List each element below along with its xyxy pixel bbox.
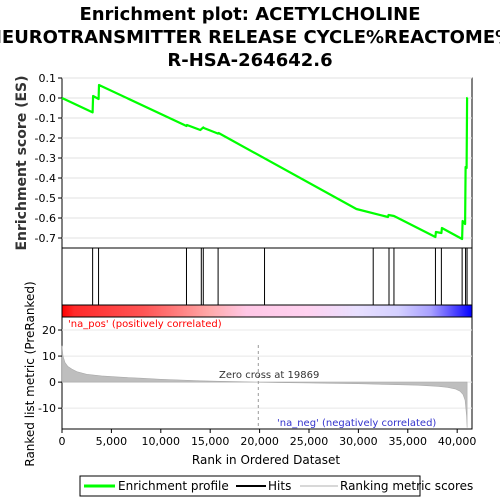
metric-panel-frame [61, 316, 473, 430]
hit-marks [92, 248, 468, 305]
x-tick-label: 0 [59, 435, 66, 448]
x-tick-label: 5,000 [96, 435, 128, 448]
chart-title: Enrichment plot: ACETYLCHOLINE NEUROTRAN… [0, 4, 500, 71]
es-tick-label: -0.3 [35, 152, 56, 165]
zero-cross-label: Zero cross at 19869 [219, 370, 319, 381]
enrichment-profile-line [61, 83, 469, 241]
es-tick-label: -0.4 [35, 172, 56, 185]
metric-x-ticks: 0 5,000 10,000 15,000 20,000 25,000 30,000 35,0… [59, 429, 477, 448]
legend-hits-label: Hits [268, 479, 291, 493]
es-tick-label: -0.6 [35, 212, 56, 225]
metric-tick-label: -10 [38, 402, 56, 415]
title-line-1: Enrichment plot: ACETYLCHOLINE [79, 4, 420, 25]
legend-metric-label: Ranking metric scores [340, 479, 473, 493]
es-tick-label: -0.1 [35, 112, 56, 125]
es-panel: 0.1 0.0 -0.1 -0.2 -0.3 -0.4 -0.5 -0.6 -0.7 Enric… [14, 72, 473, 251]
metric-axis-label: Ranked list metric (PreRanked) [23, 281, 37, 466]
legend: Enrichment profile Hits Ranking metric s… [79, 475, 473, 497]
metric-tick-label: 0 [49, 376, 56, 389]
hits-panel [61, 247, 473, 306]
hits-panel-frame [61, 247, 473, 306]
x-tick-label: 30,000 [339, 435, 378, 448]
es-tick-label: -0.2 [35, 132, 56, 145]
x-tick-label: 40,000 [438, 435, 477, 448]
es-tick-label: 0.0 [39, 92, 57, 105]
pos-correlated-label: 'na_pos' (positively correlated) [68, 319, 222, 330]
legend-enrichment-label: Enrichment profile [118, 479, 229, 493]
metric-y-ticks: 20 10 0 -10 [38, 324, 62, 415]
x-tick-label: 15,000 [191, 435, 230, 448]
es-tick-label: -0.5 [35, 192, 56, 205]
x-axis-label: Rank in Ordered Dataset [192, 453, 340, 467]
rank-color-bar-panel [61, 304, 473, 318]
rank-color-bar [62, 305, 472, 317]
neg-correlated-label: 'na_neg' (negatively correlated) [277, 418, 436, 429]
metric-tick-label: 20 [42, 324, 56, 337]
es-gridlines [62, 77, 472, 239]
title-line-3: R-HSA-264642.6 [167, 50, 332, 71]
x-tick-label: 35,000 [389, 435, 428, 448]
metric-panel: 20 10 0 -10 0 5,000 10,000 15,000 20,000 25,000 3… [23, 281, 476, 467]
es-axis-label: Enrichment score (ES) [14, 75, 30, 250]
es-tick-label: -0.7 [35, 232, 56, 245]
x-tick-label: 20,000 [240, 435, 279, 448]
x-tick-label: 25,000 [290, 435, 329, 448]
metric-tick-label: 10 [42, 350, 56, 363]
es-tick-label: 0.1 [39, 72, 57, 85]
es-y-ticks: 0.1 0.0 -0.1 -0.2 -0.3 -0.4 -0.5 -0.6 -0.7 [35, 72, 62, 245]
title-line-2: NEUROTRANSMITTER RELEASE CYCLE%REACTOME% [0, 27, 500, 48]
enrichment-profile-line-group [61, 83, 469, 241]
x-tick-label: 10,000 [142, 435, 181, 448]
es-panel-frame [61, 77, 473, 249]
